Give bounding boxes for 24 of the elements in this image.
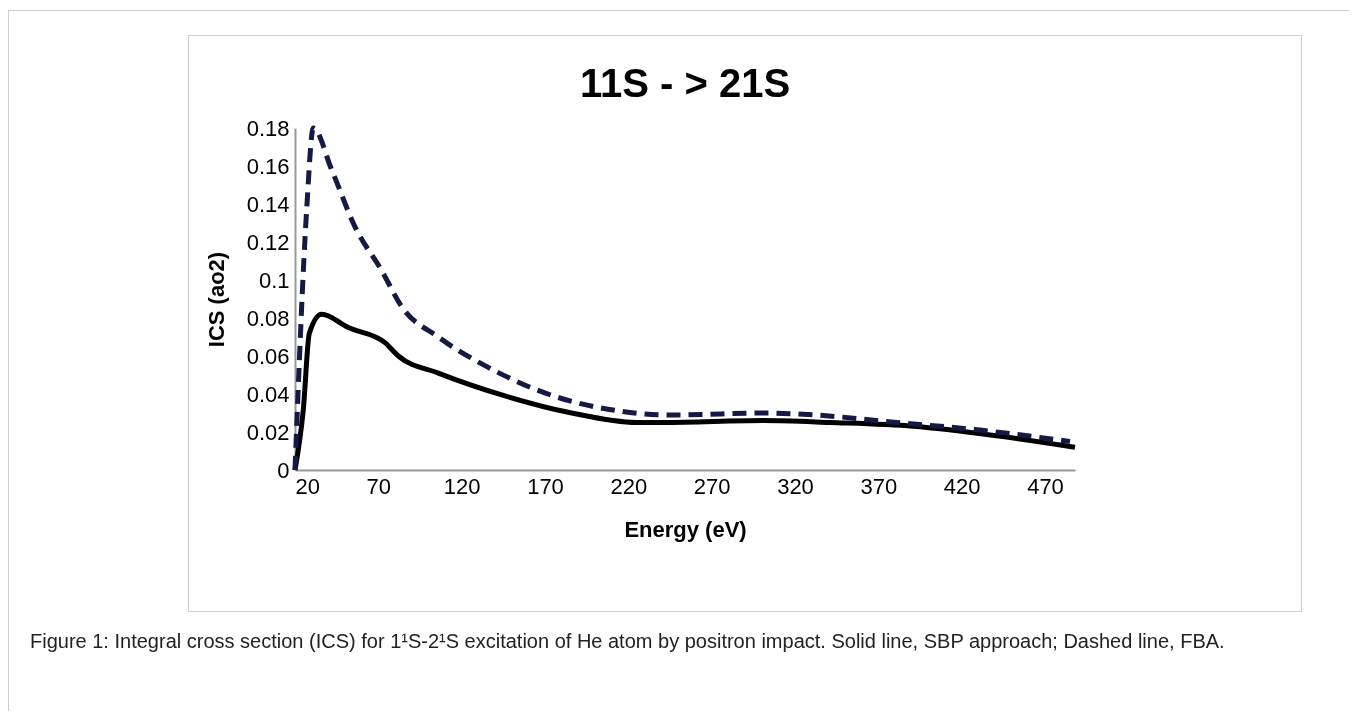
x-tick-label: 20 bbox=[295, 473, 320, 499]
x-tick-label: 220 bbox=[610, 473, 648, 499]
caption: Figure 1: Integral cross section (ICS) for 1¹S-2¹S excitation of He atom by positron impact. Solid line, SBP approach; Dashed line, FBA. bbox=[30, 629, 1226, 654]
x-tick-label: 470 bbox=[1027, 473, 1064, 499]
x-axis-title: Energy (eV) bbox=[624, 516, 747, 542]
x-tick-label: 170 bbox=[527, 473, 564, 499]
y-tick-label: 0.04 bbox=[246, 381, 290, 407]
y-tick-label: 0.14 bbox=[246, 191, 290, 217]
x-tick-label: 320 bbox=[777, 473, 814, 499]
x-tick-label: 120 bbox=[443, 473, 481, 499]
x-tick-label: 420 bbox=[943, 473, 981, 499]
y-tick-label: 0 bbox=[277, 457, 290, 483]
x-tick-label: 270 bbox=[693, 473, 731, 499]
chart-title: 11S - > 21S bbox=[579, 61, 791, 105]
y-tick-label: 0.02 bbox=[246, 419, 290, 445]
y-tick-label: 0.16 bbox=[246, 153, 290, 179]
y-tick-label: 0.1 bbox=[258, 267, 290, 293]
y-tick-label: 0.12 bbox=[246, 229, 290, 255]
y-tick-label: 0.08 bbox=[246, 305, 290, 331]
y-tick-label: 0.06 bbox=[246, 343, 290, 369]
y-axis-title: ICS (ao2) bbox=[203, 251, 229, 348]
y-tick-label: 0.18 bbox=[246, 115, 290, 141]
x-tick-label: 370 bbox=[860, 473, 898, 499]
x-tick-label: 70 bbox=[366, 473, 392, 499]
